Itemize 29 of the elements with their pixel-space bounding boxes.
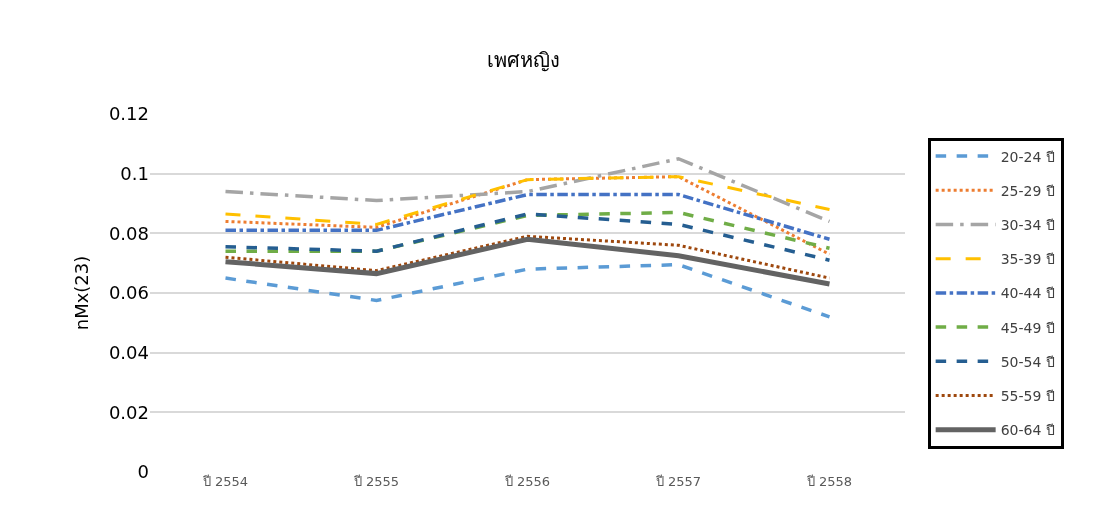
line-series [223, 262, 832, 319]
line-series [223, 212, 832, 262]
x-tick-label: ปี 2558 [805, 474, 853, 489]
x-tick-label: ปี 2556 [503, 474, 551, 489]
legend-label: 55-59 ปี [1000, 387, 1055, 404]
y-tick-label: 0.06 [108, 282, 149, 304]
legend-label: 60-64 ปี [1000, 422, 1055, 439]
line-series [224, 175, 831, 226]
line-series [223, 157, 832, 224]
y-tick-label: 0 [137, 461, 149, 483]
legend-label: 20-24 ปี [1000, 148, 1055, 165]
chart-title: เพศหญิง [486, 48, 560, 72]
line-series [224, 234, 831, 280]
legend-label: 25-29 ปี [1000, 182, 1055, 199]
legend-label: 50-54 ปี [1000, 353, 1055, 370]
x-tick-label: ปี 2557 [654, 474, 702, 489]
y-tick-label: 0.12 [108, 103, 149, 125]
legend-label: 40-44 ปี [1000, 285, 1055, 302]
y-tick-label: 0.1 [120, 162, 149, 184]
legend-label: 30-34 ปี [1000, 216, 1055, 233]
legend-label: 45-49 ปี [1000, 319, 1055, 336]
y-tick-label: 0.04 [108, 341, 149, 363]
y-tick-label: 0.08 [108, 222, 149, 244]
x-tick-label: ปี 2554 [201, 474, 249, 489]
y-axis-title: nMx(23) [71, 255, 93, 331]
x-tick-label: ปี 2555 [352, 474, 400, 489]
line-series [223, 210, 832, 253]
legend-label: 35-39 ปี [1000, 251, 1055, 268]
y-tick-label: 0.02 [108, 401, 149, 423]
